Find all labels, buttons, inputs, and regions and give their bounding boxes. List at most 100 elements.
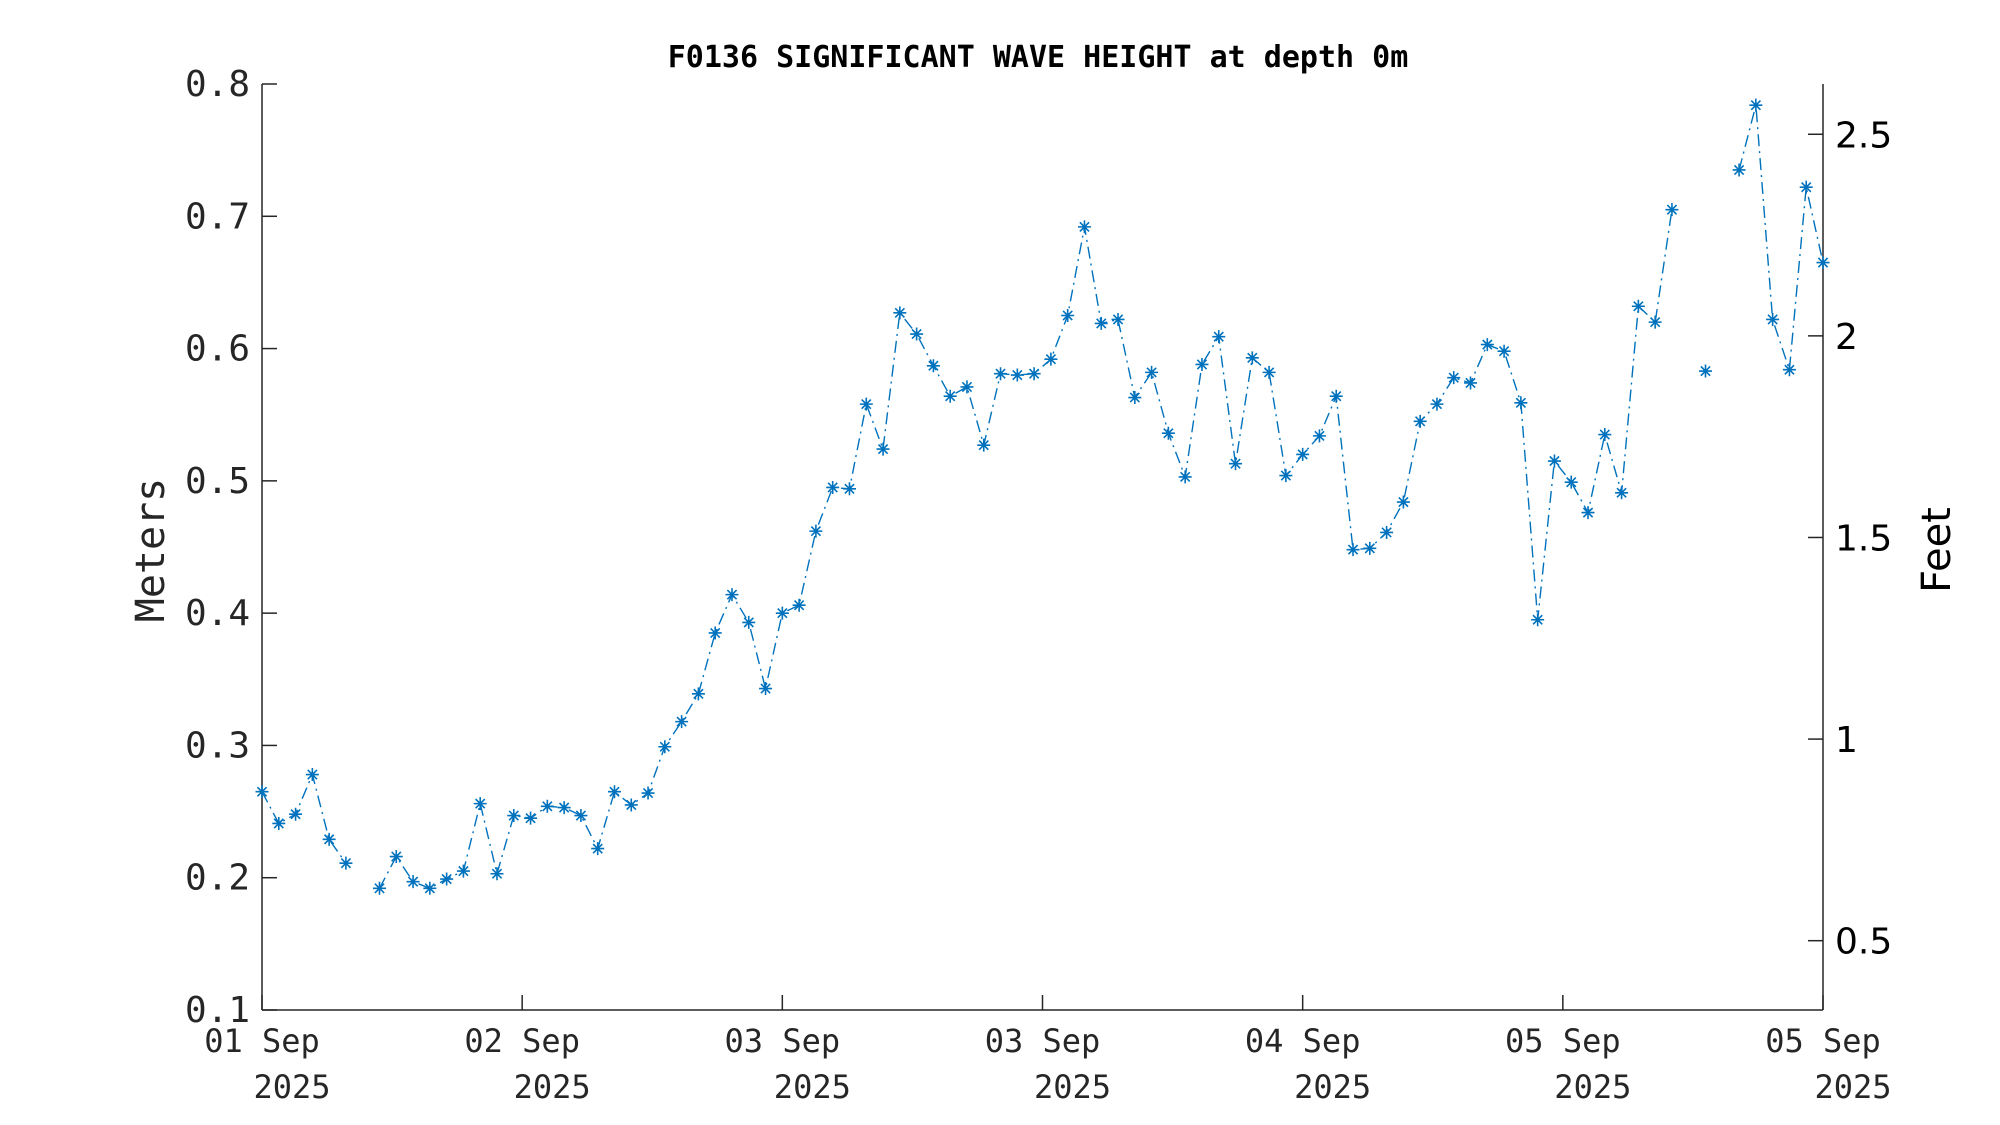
data-point	[1547, 454, 1561, 468]
data-point	[305, 768, 319, 782]
data-point	[658, 740, 672, 754]
y2-tick-label: 2.5	[1835, 115, 1892, 156]
data-point	[540, 799, 554, 813]
data-point	[574, 809, 588, 823]
data-point	[1749, 98, 1763, 112]
data-point	[1480, 338, 1494, 352]
data-point	[1380, 525, 1394, 539]
data-point	[826, 480, 840, 494]
data-point	[742, 615, 756, 629]
x-tick-label-year: 2025	[1814, 1068, 1891, 1106]
data-point	[675, 715, 689, 729]
data-point	[1799, 180, 1813, 194]
data-point	[1077, 220, 1091, 234]
y2-tick-label: 0.5	[1835, 922, 1892, 963]
data-point	[423, 881, 437, 895]
data-point	[1195, 357, 1209, 371]
data-point	[1447, 371, 1461, 385]
data-point	[1262, 365, 1276, 379]
data-point	[339, 856, 353, 870]
data-point	[1329, 389, 1343, 403]
data-point	[473, 797, 487, 811]
data-point	[1111, 312, 1125, 326]
x-tick-label: 05 Sep	[1765, 1022, 1881, 1060]
y-tick-label: 0.3	[185, 725, 250, 766]
data-point	[977, 438, 991, 452]
data-point	[960, 380, 974, 394]
y2-tick-label: 1.5	[1835, 518, 1892, 559]
chart-title: F0136 SIGNIFICANT WAVE HEIGHT at depth 0…	[668, 40, 1409, 75]
data-point	[1094, 316, 1108, 330]
data-point	[1346, 543, 1360, 557]
data-point	[792, 598, 806, 612]
x-tick-label: 03 Sep	[725, 1022, 841, 1060]
x-tick-label-year: 2025	[1034, 1068, 1111, 1106]
data-point	[691, 687, 705, 701]
data-point	[943, 389, 957, 403]
y2-tick-label: 2	[1835, 317, 1858, 358]
y2-tick-label: 1	[1835, 720, 1858, 761]
data-point	[725, 588, 739, 602]
data-point	[1061, 309, 1075, 322]
y-tick-label: 0.8	[185, 64, 250, 105]
x-tick-label-year: 2025	[1554, 1068, 1631, 1106]
data-point	[1312, 429, 1326, 443]
data-point	[1631, 299, 1645, 313]
data-point	[1279, 469, 1293, 483]
data-point	[708, 626, 722, 640]
data-point	[289, 807, 303, 821]
series-line-group	[261, 105, 1824, 890]
data-point	[372, 881, 386, 895]
x-tick-label-year: 2025	[253, 1068, 330, 1106]
y-tick-label: 0.4	[185, 593, 250, 634]
data-point	[1581, 506, 1595, 520]
data-point	[1497, 344, 1511, 358]
y-tick-label: 0.6	[185, 329, 250, 370]
x-tick-label-year: 2025	[1294, 1068, 1371, 1106]
data-point	[1178, 470, 1192, 484]
data-point	[1212, 330, 1226, 344]
data-point	[910, 327, 924, 341]
data-point	[1161, 426, 1175, 440]
y-tick-label: 0.7	[185, 196, 250, 237]
y-tick-label: 0.1	[185, 990, 250, 1031]
data-point	[456, 864, 470, 878]
data-point	[1782, 363, 1796, 377]
series-line	[261, 105, 1824, 890]
data-point	[994, 367, 1008, 381]
data-point	[1816, 256, 1830, 270]
data-point	[322, 832, 336, 846]
x-tick-label: 05 Sep	[1505, 1022, 1621, 1060]
data-point	[406, 875, 420, 889]
data-point	[272, 816, 286, 830]
data-point	[926, 359, 940, 373]
data-point	[1732, 163, 1746, 177]
data-point	[1044, 352, 1058, 366]
data-point	[1648, 315, 1662, 329]
data-point	[859, 397, 873, 411]
data-point	[255, 785, 269, 799]
x-tick-label: 01 Sep	[204, 1022, 320, 1060]
data-point	[641, 786, 655, 800]
data-point	[1128, 391, 1142, 405]
data-point	[1766, 312, 1780, 326]
data-point	[624, 798, 638, 812]
data-point	[1145, 365, 1159, 379]
data-point	[1564, 475, 1578, 489]
data-point	[1699, 364, 1713, 378]
data-point	[1296, 447, 1310, 461]
data-point	[1245, 351, 1259, 365]
data-point	[490, 867, 504, 881]
data-point	[1531, 613, 1545, 627]
data-point	[524, 811, 538, 825]
y-tick-label: 0.2	[185, 858, 250, 899]
y-tick-label: 0.5	[185, 461, 250, 502]
x-tick-label: 02 Sep	[464, 1022, 580, 1060]
plot-axes: 0.1 0.2 0.3 0.4 0.5 0.6 0.7 0.8 0.5 1 1.5 2 2.5 01 Se…	[185, 64, 1892, 1106]
data-point	[775, 606, 789, 620]
x-tick-label: 03 Sep	[985, 1022, 1101, 1060]
data-point	[591, 842, 605, 856]
data-point	[759, 682, 773, 696]
x-tick-label-year: 2025	[514, 1068, 591, 1106]
